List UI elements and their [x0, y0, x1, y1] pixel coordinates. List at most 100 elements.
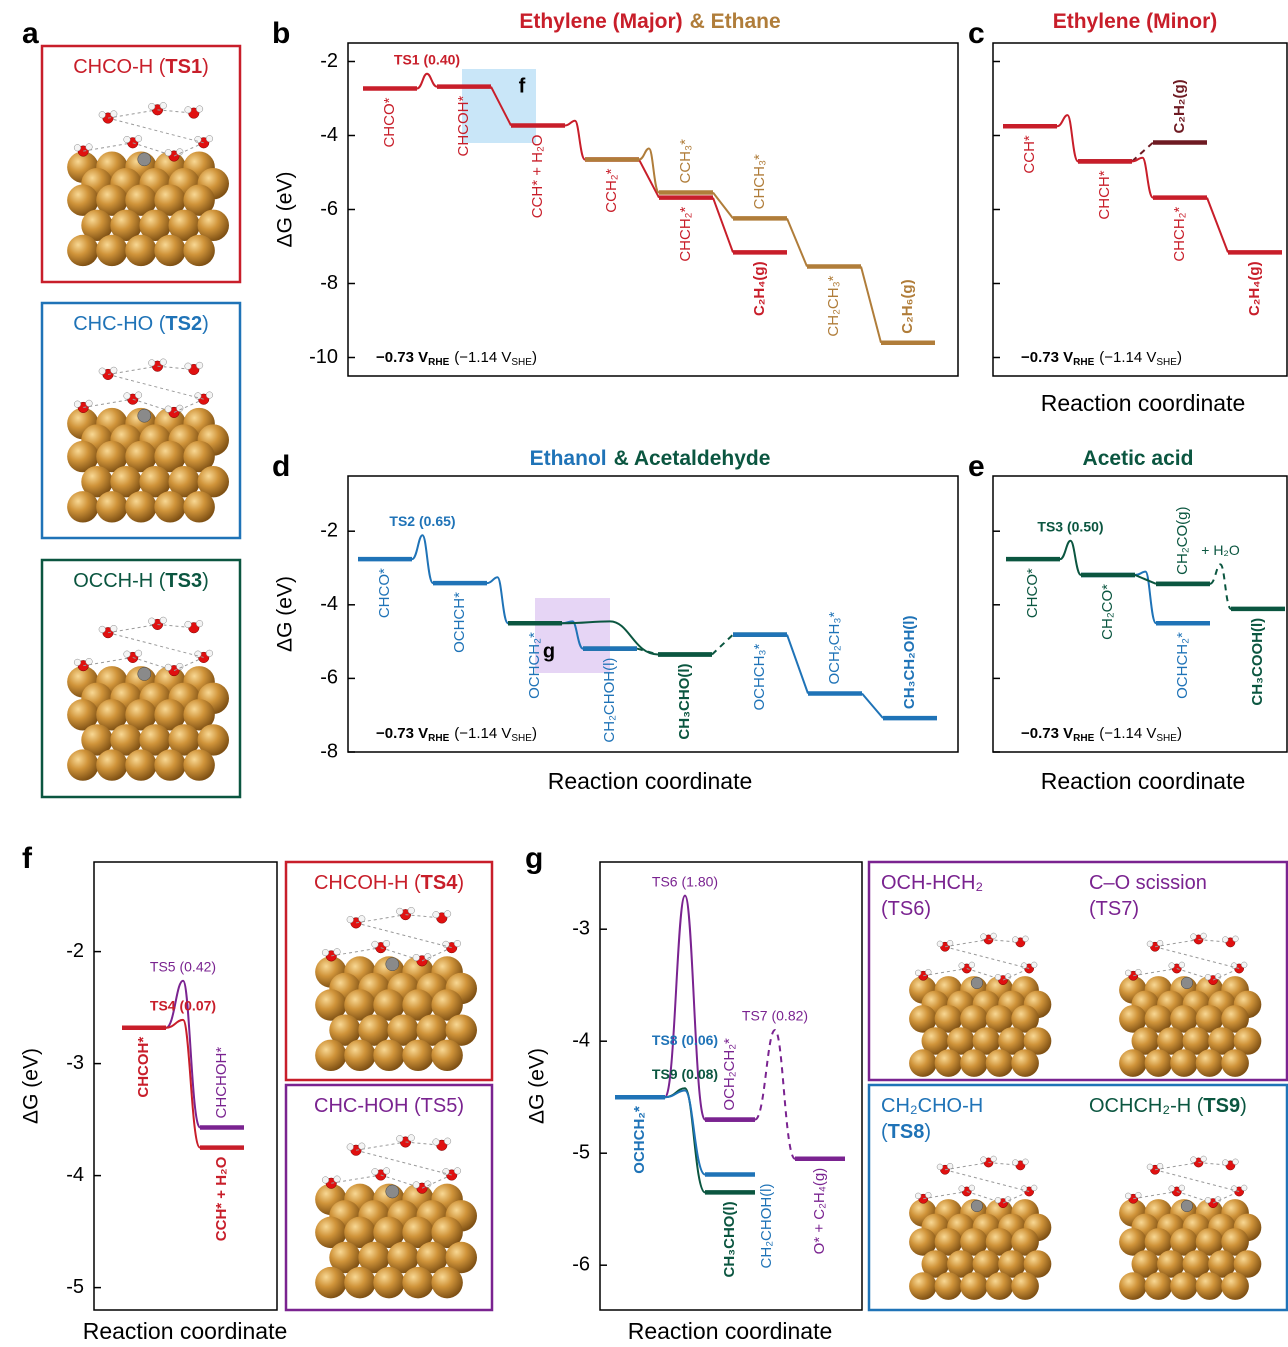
ts-label: TS4 (0.07) [150, 998, 216, 1014]
hydrogen-atom [165, 149, 172, 156]
hydrogen-atom [1241, 962, 1247, 968]
ts-label: TS3 (0.50) [1037, 518, 1103, 534]
hydrogen-atom [1125, 1193, 1131, 1199]
copper-atom [125, 749, 156, 780]
transition-state [665, 1088, 705, 1192]
panel-letter: a [22, 17, 39, 50]
hydrogen-atom [1031, 962, 1037, 968]
hydrogen-atom [991, 1156, 997, 1162]
species-label: CH₃CHO(l) [676, 663, 693, 739]
hydrogen-atom [1179, 962, 1185, 968]
copper-atom [183, 235, 214, 266]
potential-part: ) [532, 725, 537, 742]
potential-part: ) [1177, 725, 1182, 742]
potential-part: RHE [1073, 733, 1094, 744]
structure-label: CH₂CHO-H [881, 1095, 983, 1117]
plot-frame [94, 862, 277, 1310]
hydrogen-atom [915, 1193, 921, 1199]
hydrogen-atom [937, 941, 943, 947]
highlight-label: f [519, 75, 526, 97]
structure-label: OCH-HCH₂ [881, 872, 983, 894]
structure-label-part: (TS7) [1089, 898, 1139, 920]
h-bond [945, 947, 1029, 969]
hydrogen-atom [176, 405, 183, 412]
structure-label-part: ) [202, 570, 209, 592]
structure-label-part: ) [1240, 1095, 1247, 1117]
potential-part: ) [532, 349, 537, 366]
hydrogen-atom [1233, 1159, 1239, 1165]
hydrogen-atom [206, 650, 213, 657]
species-label: OCHCH₂* [526, 632, 543, 699]
hydrogen-atom [165, 406, 172, 413]
potential-label: −0.73 VRHE(−1.14 VSHE) [376, 725, 537, 744]
hydrogen-atom [176, 149, 183, 156]
species-label: CH₃COOH(l) [1249, 618, 1266, 706]
copper-atom [1221, 1049, 1249, 1077]
species-label: CHCH₂* [677, 207, 694, 262]
copper-atom [1011, 1049, 1039, 1077]
hydrogen-atom [185, 363, 192, 370]
carbon-atom [138, 409, 151, 422]
species-label: C₂H₂(g) [1171, 79, 1188, 133]
hydrogen-atom [1023, 1159, 1029, 1165]
y-tick-label: -2 [66, 940, 84, 962]
copper-atom [344, 1267, 375, 1298]
hydrogen-atom [1031, 1185, 1037, 1191]
hydrogen-atom [383, 1168, 390, 1175]
transition-state [1132, 158, 1153, 198]
potential-label: −0.73 VRHE(−1.14 VSHE) [1021, 725, 1182, 744]
hydrogen-atom [443, 941, 450, 948]
hydrogen-atom [74, 401, 81, 408]
hydrogen-atom [1222, 937, 1228, 943]
transition-state [565, 121, 585, 160]
hydrogen-atom [322, 949, 329, 956]
carbon-atom [138, 667, 151, 680]
chart-title-part: Acetic acid [1083, 447, 1194, 470]
potential-part: SHE [511, 357, 532, 368]
species-label: CHCO* [1024, 568, 1041, 618]
species-label: CH₂CH₃* [825, 275, 842, 336]
hydrogen-atom [176, 663, 183, 670]
transition-state [1210, 564, 1231, 609]
h-bond [108, 374, 204, 399]
y-tick-label: -2 [320, 519, 338, 541]
hydrogen-atom [915, 970, 921, 976]
hydrogen-atom [99, 111, 106, 118]
hydrogen-atom [206, 392, 213, 399]
y-axis-label: ΔG (eV) [526, 1048, 549, 1124]
x-axis-label: Reaction coordinate [1041, 768, 1246, 794]
hydrogen-atom [454, 940, 461, 947]
structure-label: (TS7) [1089, 898, 1139, 920]
structure-label: CHCO-H (TS1) [73, 56, 209, 78]
hydrogen-atom [408, 1135, 415, 1142]
panel-letter: f [22, 842, 33, 875]
structure-label-part: ) [202, 313, 209, 335]
species-label: CCH* [1021, 135, 1038, 173]
carbon-atom [386, 1185, 399, 1198]
copper-atom [154, 235, 185, 266]
copper-atom [1170, 1272, 1198, 1300]
structure-label-part: ) [457, 872, 464, 894]
copper-atom [67, 749, 98, 780]
potential-part: ) [1177, 349, 1182, 366]
y-tick-label: -6 [320, 198, 338, 220]
ts-label: TS7 (0.82) [742, 1008, 808, 1024]
hydrogen-atom [148, 103, 155, 110]
hydrogen-atom [74, 144, 81, 151]
y-tick-label: -6 [320, 667, 338, 689]
hydrogen-atom [1147, 1164, 1153, 1170]
transition-state [166, 1020, 200, 1148]
hydrogen-atom [160, 617, 167, 624]
structure-label-part: CHCOH-H ( [314, 872, 421, 894]
transition-state [1060, 541, 1081, 575]
x-axis-label: Reaction coordinate [548, 768, 753, 794]
hydrogen-atom [148, 618, 155, 625]
carbon-atom [1181, 977, 1193, 989]
hydrogen-atom [413, 1182, 420, 1189]
transition-state [665, 1090, 705, 1174]
ts-label: TS1 (0.40) [394, 51, 460, 67]
hydrogen-atom [991, 933, 997, 939]
copper-atom [402, 1267, 433, 1298]
copper-atom [935, 1272, 963, 1300]
connector [862, 693, 883, 718]
